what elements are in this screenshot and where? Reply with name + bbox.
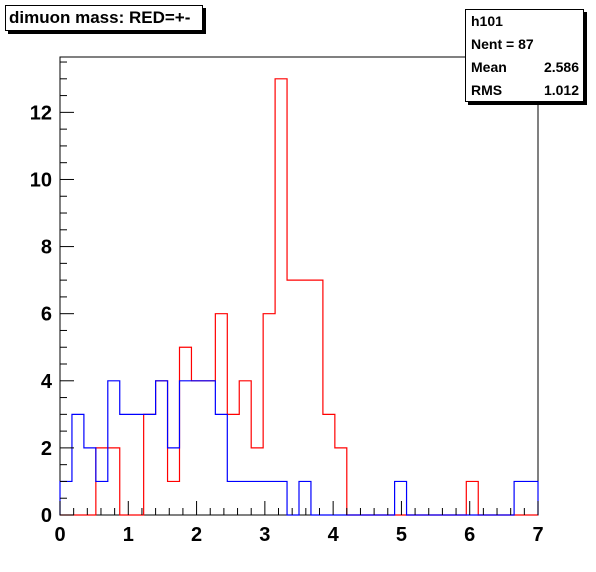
stats-name: h101 <box>471 10 579 32</box>
x-tick-label: 5 <box>396 524 407 546</box>
stats-entries-label: Nent = 87 <box>471 36 534 52</box>
x-tick-label: 6 <box>464 524 475 546</box>
histogram-series-2 <box>59 380 539 516</box>
x-tick-label: 7 <box>532 524 543 546</box>
x-tick-label: 4 <box>328 524 340 546</box>
histogram-series-layer <box>59 78 539 516</box>
y-tick-label: 4 <box>41 371 53 393</box>
stats-mean-value: 2.586 <box>543 59 579 75</box>
stats-rms-label: RMS <box>471 82 503 98</box>
plot-frame <box>59 56 539 516</box>
stats-rms: RMS 1.012 <box>471 79 579 101</box>
histogram-series-1 <box>60 78 538 516</box>
stats-entries: Nent = 87 <box>471 33 579 55</box>
y-tick-label: 10 <box>30 169 52 191</box>
y-tick-label: 6 <box>41 304 52 326</box>
stats-mean-label: Mean <box>471 59 507 75</box>
stats-mean: Mean 2.586 <box>471 56 579 78</box>
x-tick-label: 0 <box>54 524 65 546</box>
stats-box: h101 Nent = 87 Mean 2.586 RMS 1.012 <box>465 9 584 102</box>
chart-title: dimuon mass: RED=+- <box>5 5 203 31</box>
y-tick-label: 12 <box>30 102 52 124</box>
x-tick-label: 1 <box>123 524 134 546</box>
stats-name-label: h101 <box>471 13 503 29</box>
x-tick-label: 3 <box>259 524 270 546</box>
stats-rms-value: 1.012 <box>543 82 579 98</box>
y-tick-label: 8 <box>41 237 52 259</box>
x-tick-label: 2 <box>191 524 202 546</box>
y-tick-label: 0 <box>41 505 52 527</box>
y-tick-label: 2 <box>41 438 52 460</box>
